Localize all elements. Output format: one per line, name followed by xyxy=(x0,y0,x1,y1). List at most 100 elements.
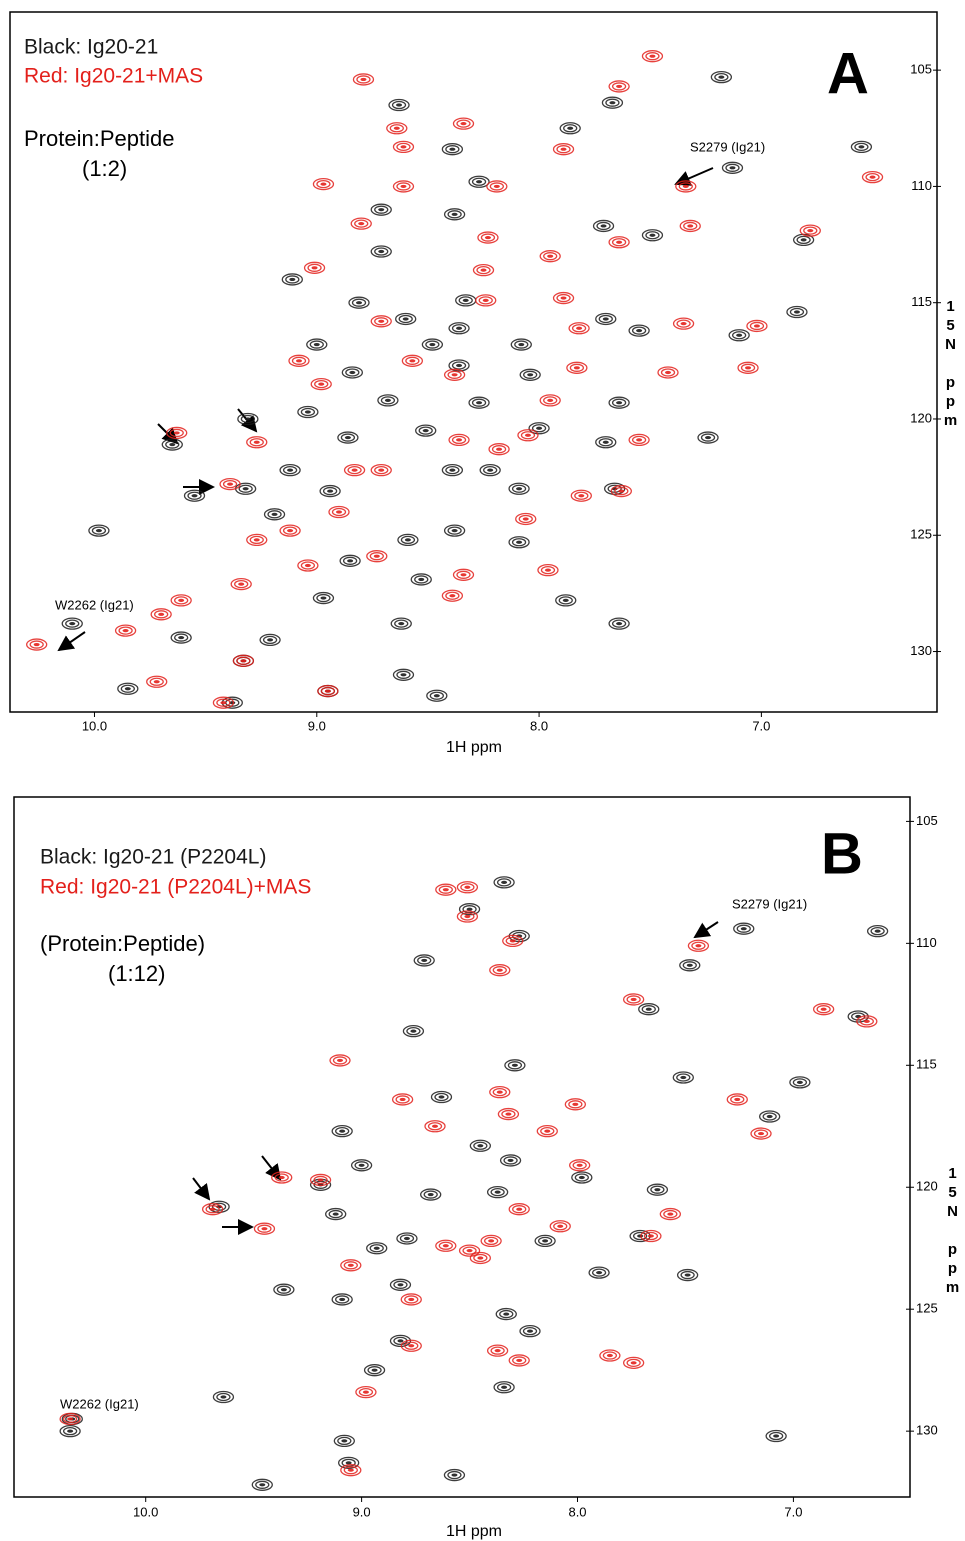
peak-core xyxy=(178,598,185,602)
peak-core xyxy=(536,426,543,430)
peak-core xyxy=(464,914,471,919)
peak-contour xyxy=(611,398,627,407)
peak xyxy=(480,1234,502,1248)
peak-core xyxy=(654,1188,661,1192)
peak xyxy=(746,319,768,333)
peak xyxy=(392,668,415,681)
peak-core xyxy=(522,517,529,521)
peak-core xyxy=(220,701,227,705)
peak xyxy=(566,361,588,374)
peak-core xyxy=(253,538,260,542)
peak-contour xyxy=(556,293,571,303)
peak-contour xyxy=(285,275,300,284)
peak-contour xyxy=(434,1092,449,1102)
peak-core xyxy=(399,1097,406,1102)
peak xyxy=(352,73,375,86)
peak xyxy=(271,1171,293,1184)
peak-contour xyxy=(405,356,420,365)
peak-core xyxy=(349,370,356,375)
peak xyxy=(230,577,252,591)
peak-core xyxy=(547,254,554,258)
peak-core xyxy=(609,101,616,105)
peak-core xyxy=(347,559,354,563)
peak-core xyxy=(371,1368,378,1372)
peak-contour xyxy=(571,324,587,333)
peak xyxy=(640,1229,662,1243)
peak-core xyxy=(494,1349,501,1353)
peak-core xyxy=(313,342,320,347)
x-axis-label: 1H ppm xyxy=(446,1523,502,1540)
peak-core xyxy=(209,1207,216,1211)
peak-core xyxy=(344,435,351,440)
peak xyxy=(588,1266,610,1279)
peak xyxy=(641,229,664,242)
peak-core xyxy=(705,435,712,440)
peak xyxy=(441,463,464,477)
peak-core xyxy=(449,594,456,598)
peak-core xyxy=(267,638,274,642)
peak xyxy=(519,368,541,381)
peak-core xyxy=(753,324,760,328)
peak xyxy=(219,477,241,491)
peak-contour xyxy=(496,878,512,887)
peak xyxy=(114,624,137,637)
peak-contour xyxy=(572,1161,587,1170)
peak xyxy=(508,1354,530,1367)
peak-core xyxy=(578,494,585,498)
peak-contour xyxy=(154,610,169,619)
peak xyxy=(259,633,281,647)
peak-contour xyxy=(205,1205,220,1214)
peak-core xyxy=(451,529,458,533)
y-tick-label: 105 xyxy=(916,813,938,828)
peak-contour xyxy=(276,1285,292,1294)
peak-contour xyxy=(418,426,433,435)
peak-core xyxy=(384,398,391,402)
peak-core xyxy=(67,1417,74,1421)
peak-core xyxy=(95,529,102,533)
peak-contour xyxy=(445,465,460,475)
peak-core xyxy=(616,622,623,626)
peak xyxy=(608,396,630,409)
peak xyxy=(493,876,515,889)
peak-contour xyxy=(120,684,135,693)
peak-contour xyxy=(680,1270,695,1280)
peak-core xyxy=(734,1097,741,1102)
peak-core xyxy=(153,680,160,684)
peak xyxy=(400,1339,422,1352)
peak-contour xyxy=(632,1231,648,1241)
peak-core xyxy=(667,1212,674,1216)
peak-core xyxy=(356,301,363,305)
peak-contour xyxy=(316,593,331,603)
peak-contour xyxy=(480,233,496,242)
peak xyxy=(443,1468,466,1482)
peak xyxy=(534,1234,556,1248)
peak-core xyxy=(567,126,574,130)
peak-contour xyxy=(683,221,698,231)
peak xyxy=(486,1185,509,1199)
peak-contour xyxy=(714,72,729,82)
peak-core xyxy=(345,1461,352,1465)
peak-contour xyxy=(356,75,371,84)
peak-contour xyxy=(438,1241,453,1250)
peak xyxy=(201,1203,224,1216)
peak-core xyxy=(682,184,689,189)
peak-core xyxy=(718,75,725,79)
peak xyxy=(325,1207,347,1221)
peak-core xyxy=(378,208,385,212)
peak-core xyxy=(393,126,400,130)
peak xyxy=(657,366,679,379)
peak xyxy=(392,180,415,193)
peak-core xyxy=(684,1273,691,1277)
peak xyxy=(366,550,388,563)
peak xyxy=(279,524,301,537)
peak-contour xyxy=(447,1470,462,1480)
peak-core xyxy=(287,529,294,533)
y-tick-label: 125 xyxy=(910,527,932,542)
peak-contour xyxy=(29,640,44,649)
peak xyxy=(370,203,392,216)
peak-core xyxy=(493,184,500,189)
peak-core xyxy=(544,568,551,572)
peak-contour xyxy=(473,1141,488,1150)
peak-contour xyxy=(345,368,360,377)
peak xyxy=(569,1159,591,1172)
